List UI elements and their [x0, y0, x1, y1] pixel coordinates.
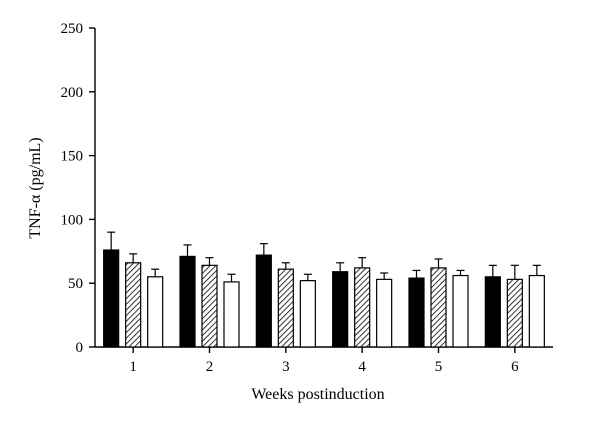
x-tick-label: 3 [282, 359, 290, 375]
y-tick-label: 0 [76, 340, 84, 356]
y-tick-label: 200 [61, 85, 84, 101]
bar [277, 268, 294, 348]
y-tick-label: 150 [61, 149, 84, 165]
x-tick-label: 6 [511, 359, 519, 375]
x-tick-label: 5 [435, 359, 443, 375]
bar [255, 254, 272, 348]
x-tick-label: 1 [129, 359, 137, 375]
bar [484, 276, 501, 348]
bar [103, 249, 120, 348]
bar [299, 280, 316, 348]
error-bars-layer [107, 231, 541, 282]
bar [354, 267, 371, 348]
bar [506, 278, 523, 348]
bar [223, 281, 240, 348]
y-axis-title: TNF-α (pg/mL) [27, 137, 44, 238]
x-tick-label: 2 [206, 359, 214, 375]
y-tick-label: 50 [68, 276, 83, 292]
bar [376, 278, 393, 348]
bar [147, 276, 164, 348]
bar [408, 277, 425, 348]
y-tick-label: 250 [61, 21, 84, 37]
bar [179, 255, 196, 348]
bar [201, 264, 218, 348]
y-axis: 0 50 100 150 200 250 [61, 21, 96, 356]
x-axis-title: Weeks postinduction [251, 386, 384, 403]
bar [430, 267, 447, 348]
bar [528, 274, 545, 348]
bar [125, 262, 142, 348]
y-tick-label: 100 [61, 212, 84, 228]
bar [332, 271, 349, 348]
x-axis: 1 2 3 4 5 6 [95, 346, 553, 375]
bar [452, 274, 469, 348]
x-tick-label: 4 [358, 359, 366, 375]
bars-layer [103, 249, 545, 348]
